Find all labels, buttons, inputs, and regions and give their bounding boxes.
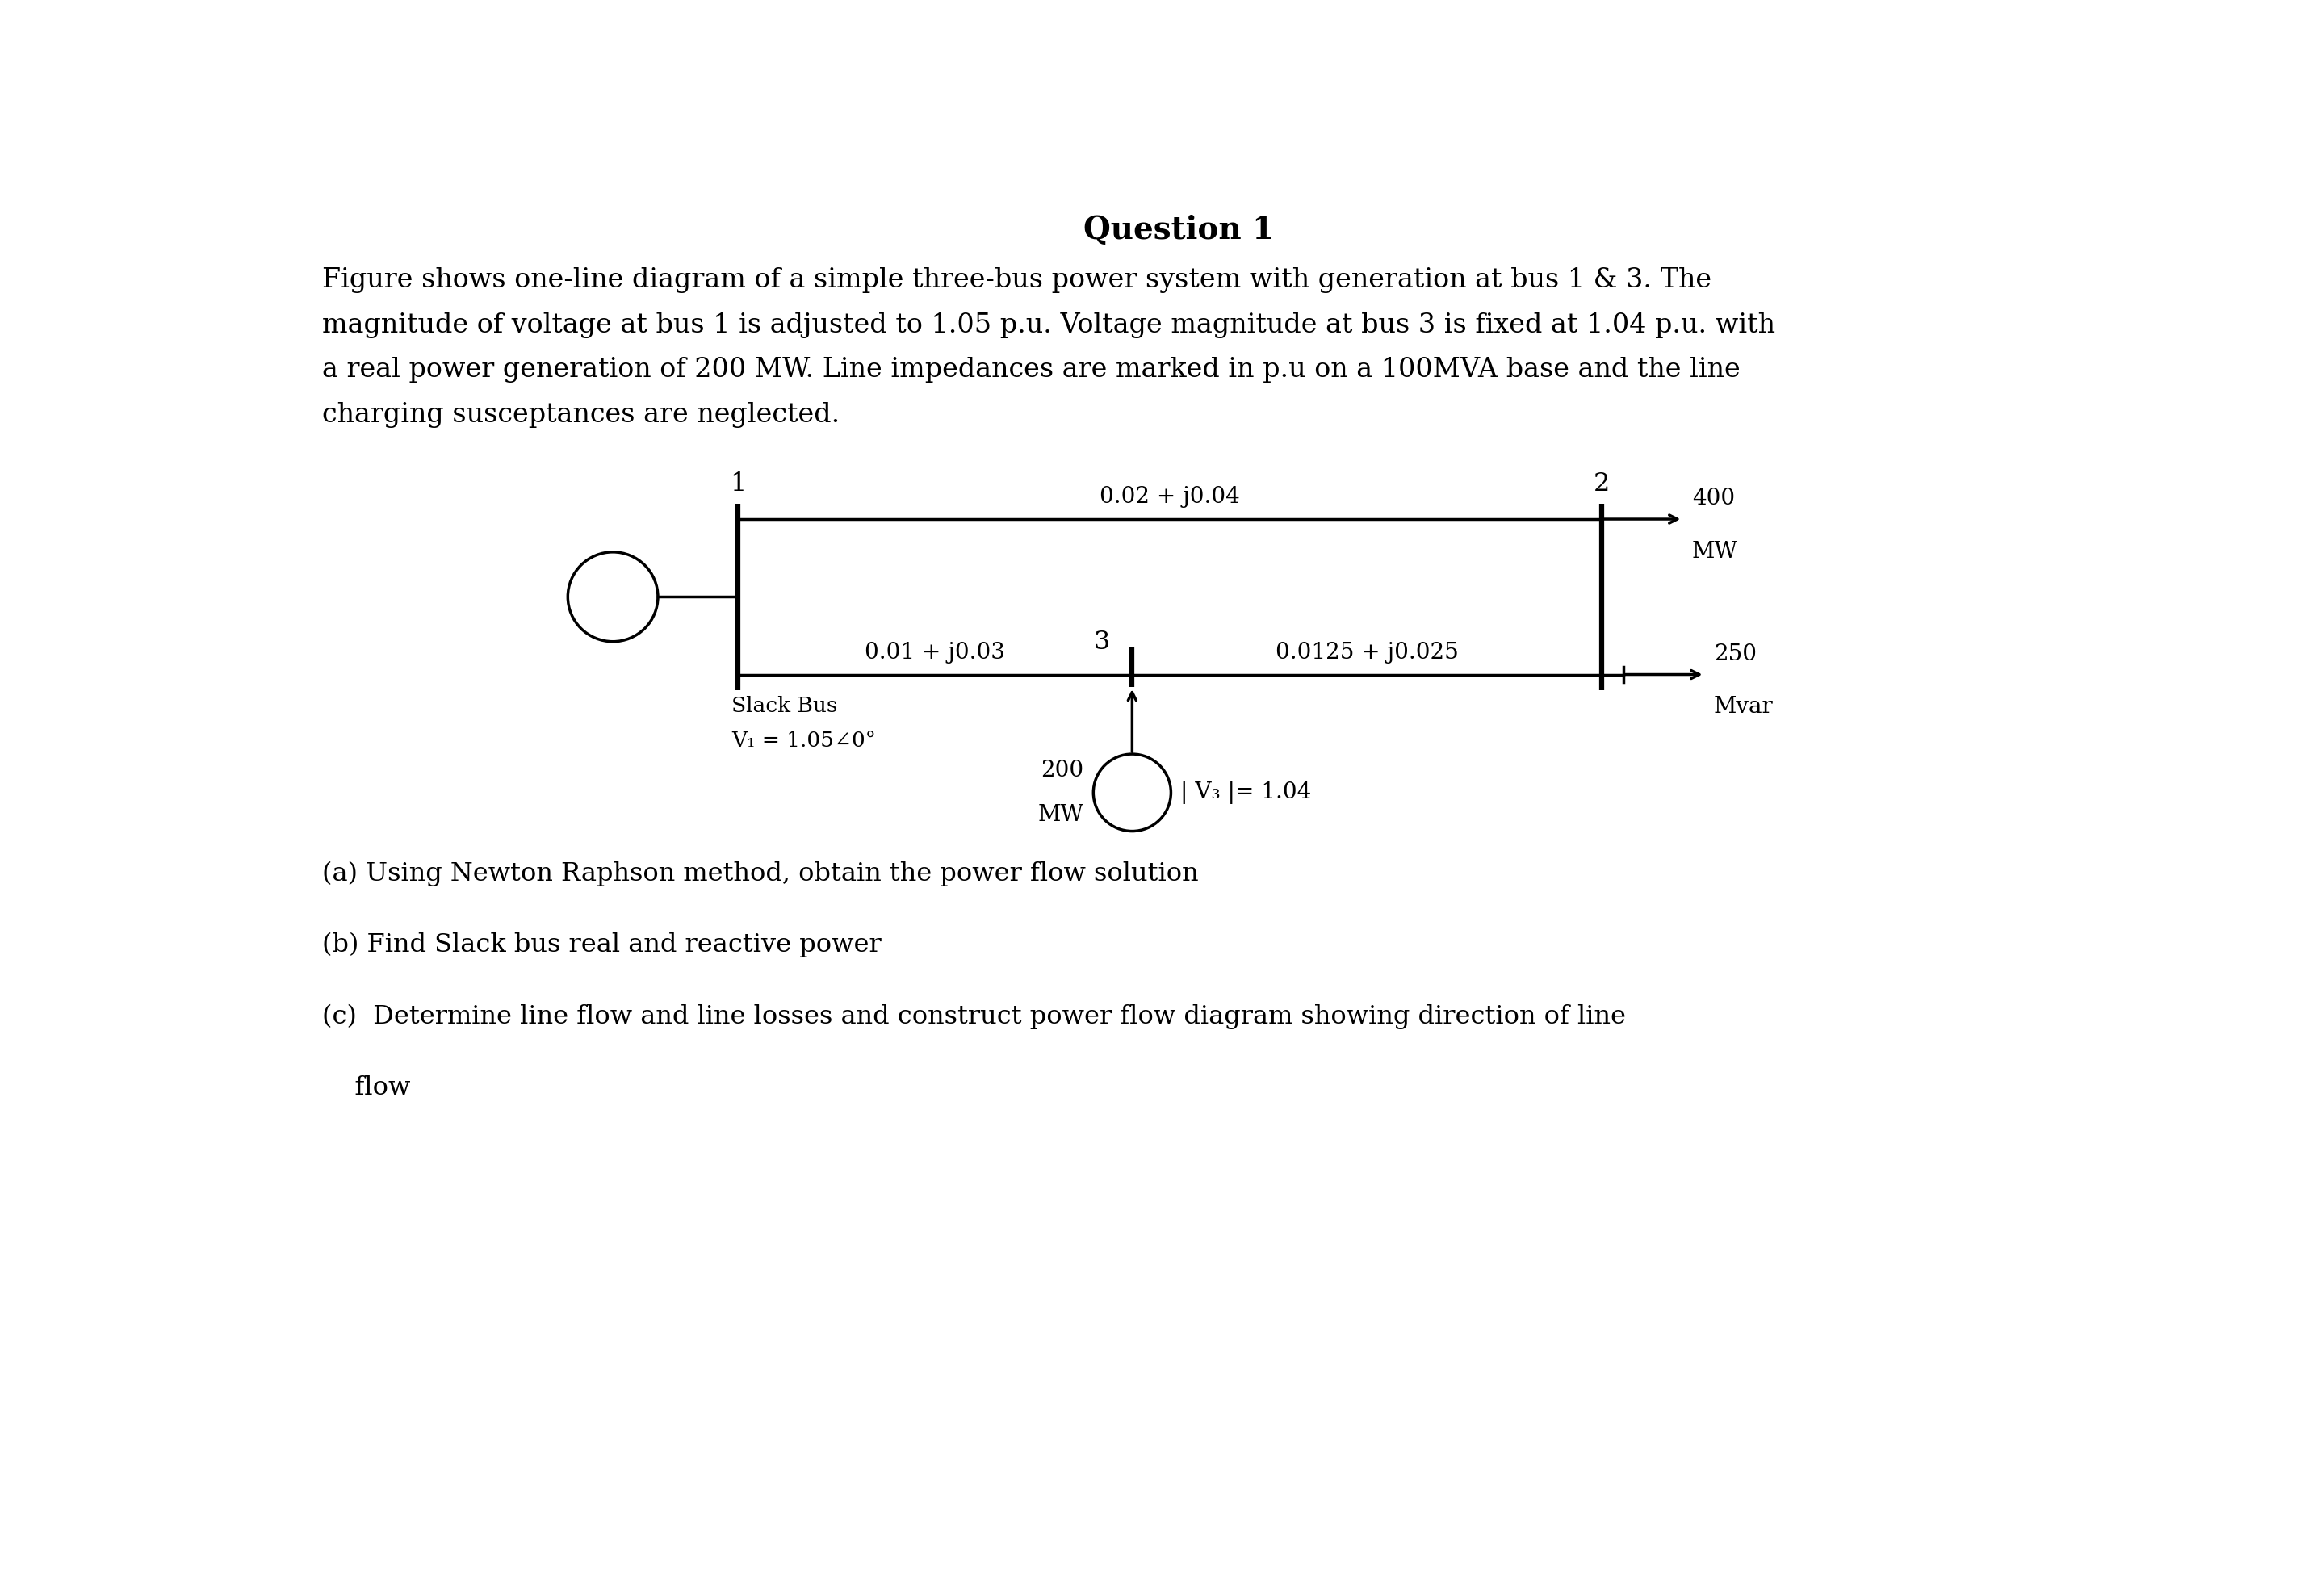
Text: 1: 1	[729, 471, 745, 496]
Text: magnitude of voltage at bus 1 is adjusted to 1.05 p.u. Voltage magnitude at bus : magnitude of voltage at bus 1 is adjuste…	[322, 313, 1776, 338]
Text: Mvar: Mvar	[1714, 696, 1773, 718]
Text: Question 1: Question 1	[1083, 214, 1274, 246]
Text: (b) Find Slack bus real and reactive power: (b) Find Slack bus real and reactive pow…	[322, 932, 881, 958]
Text: Figure shows one-line diagram of a simple three-bus power system with generation: Figure shows one-line diagram of a simpl…	[322, 268, 1711, 294]
Text: MW: MW	[1037, 804, 1083, 825]
Text: (a) Using Newton Raphson method, obtain the power flow solution: (a) Using Newton Raphson method, obtain …	[322, 860, 1198, 886]
Text: 400: 400	[1693, 488, 1734, 509]
Text: MW: MW	[1693, 541, 1739, 563]
Text: | V₃ |= 1.04: | V₃ |= 1.04	[1180, 782, 1311, 804]
Text: V₁ = 1.05∠0°: V₁ = 1.05∠0°	[731, 731, 876, 750]
Text: 2: 2	[1594, 471, 1610, 496]
Text: 0.01 + j0.03: 0.01 + j0.03	[865, 642, 1005, 664]
Text: 3: 3	[1095, 629, 1111, 654]
Text: 200: 200	[1042, 760, 1083, 782]
Text: flow: flow	[322, 1076, 409, 1101]
Text: 0.0125 + j0.025: 0.0125 + j0.025	[1274, 642, 1458, 664]
Text: 250: 250	[1714, 643, 1757, 666]
Text: charging susceptances are neglected.: charging susceptances are neglected.	[322, 402, 840, 428]
Text: (c)  Determine line flow and line losses and construct power flow diagram showin: (c) Determine line flow and line losses …	[322, 1004, 1626, 1029]
Text: a real power generation of 200 MW. Line impedances are marked in p.u on a 100MVA: a real power generation of 200 MW. Line …	[322, 358, 1741, 383]
Text: Slack Bus: Slack Bus	[731, 696, 837, 717]
Text: 0.02 + j0.04: 0.02 + j0.04	[1099, 487, 1240, 508]
